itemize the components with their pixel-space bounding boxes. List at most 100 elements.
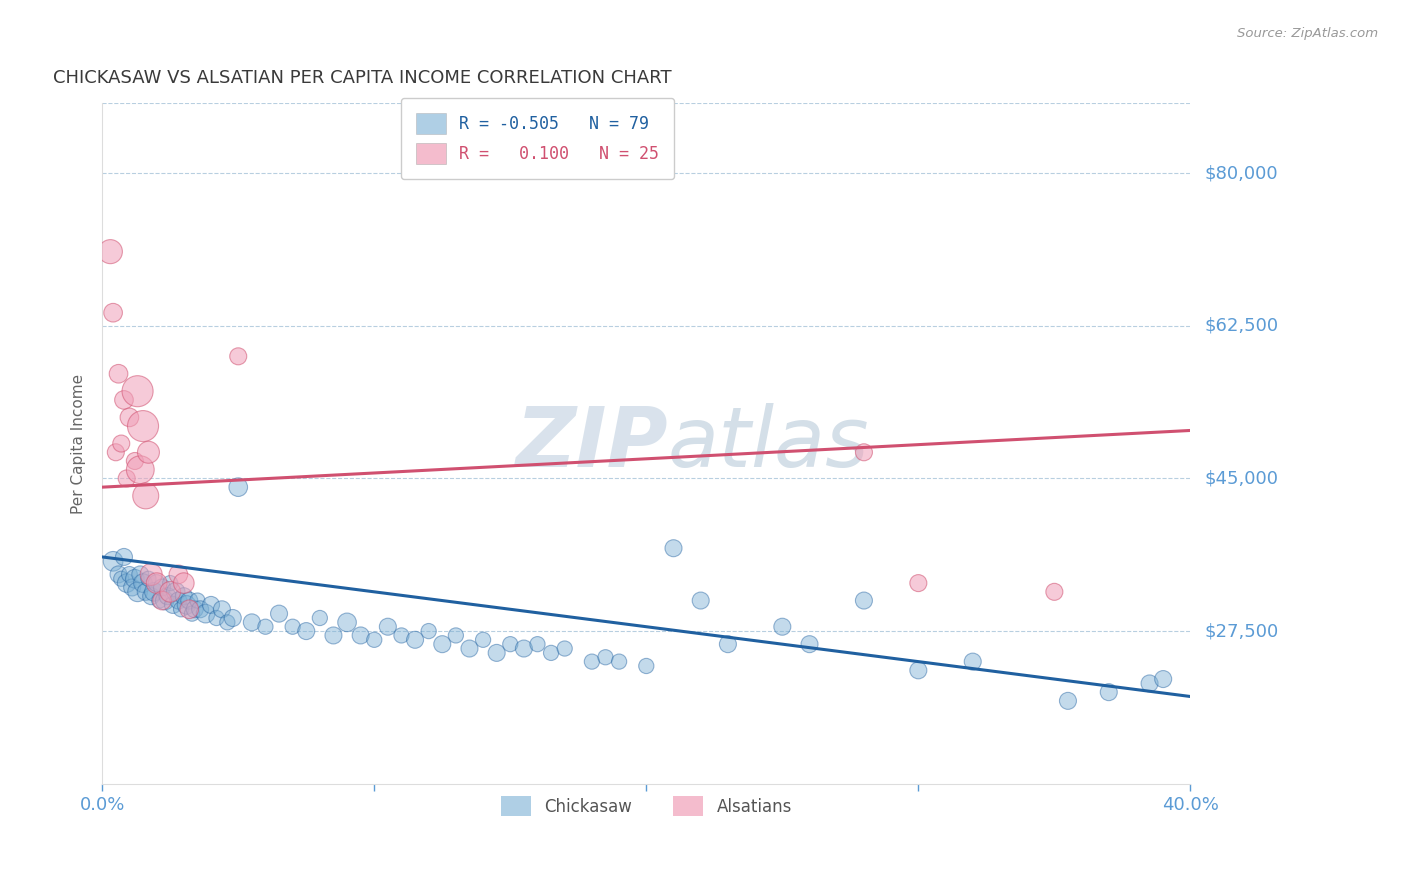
Point xyxy=(179,602,201,616)
Point xyxy=(217,615,239,630)
Point xyxy=(127,584,149,599)
Y-axis label: Per Capita Income: Per Capita Income xyxy=(72,374,86,514)
Point xyxy=(183,602,205,616)
Point xyxy=(391,628,413,642)
Point xyxy=(186,593,208,607)
Point xyxy=(689,593,711,607)
Point xyxy=(322,628,344,642)
Point xyxy=(607,655,630,669)
Point xyxy=(162,598,184,612)
Point xyxy=(100,244,122,259)
Point xyxy=(350,628,373,642)
Point xyxy=(205,611,228,625)
Point xyxy=(115,576,138,591)
Text: $45,000: $45,000 xyxy=(1205,469,1278,487)
Point xyxy=(118,410,141,425)
Point xyxy=(554,641,576,656)
Point xyxy=(962,655,984,669)
Point xyxy=(170,602,193,616)
Point xyxy=(444,628,467,642)
Point xyxy=(240,615,263,630)
Point xyxy=(101,554,124,568)
Point xyxy=(135,489,157,503)
Point xyxy=(115,471,138,485)
Point xyxy=(124,572,146,586)
Point xyxy=(132,576,155,591)
Point xyxy=(295,624,318,638)
Point xyxy=(799,637,821,651)
Point xyxy=(135,584,157,599)
Point xyxy=(200,598,222,612)
Point xyxy=(1043,584,1066,599)
Point xyxy=(222,611,245,625)
Legend: Chickasaw, Alsatians: Chickasaw, Alsatians xyxy=(494,789,799,823)
Point xyxy=(167,567,190,582)
Point xyxy=(226,349,249,363)
Point xyxy=(267,607,290,621)
Point xyxy=(129,567,152,582)
Point xyxy=(141,567,163,582)
Point xyxy=(145,576,167,591)
Point xyxy=(173,576,195,591)
Point xyxy=(107,367,129,381)
Point xyxy=(513,641,536,656)
Point xyxy=(138,445,160,459)
Point xyxy=(107,567,129,582)
Point xyxy=(121,581,143,595)
Point xyxy=(148,593,170,607)
Point xyxy=(167,593,190,607)
Text: atlas: atlas xyxy=(668,403,870,484)
Point xyxy=(110,572,132,586)
Point xyxy=(377,620,399,634)
Point xyxy=(159,584,181,599)
Point xyxy=(432,637,454,651)
Point xyxy=(581,655,603,669)
Point xyxy=(211,602,233,616)
Text: ZIP: ZIP xyxy=(516,403,668,484)
Text: $27,500: $27,500 xyxy=(1205,622,1278,640)
Point xyxy=(852,593,875,607)
Point xyxy=(717,637,740,651)
Point xyxy=(176,598,198,612)
Point xyxy=(129,463,152,477)
Point xyxy=(595,650,617,665)
Point xyxy=(127,384,149,399)
Point xyxy=(526,637,548,651)
Point xyxy=(1152,672,1174,686)
Point xyxy=(181,607,204,621)
Point xyxy=(281,620,304,634)
Point xyxy=(150,581,173,595)
Point xyxy=(770,620,793,634)
Point xyxy=(142,584,165,599)
Point xyxy=(472,632,495,647)
Point xyxy=(104,445,127,459)
Point xyxy=(499,637,522,651)
Point xyxy=(458,641,481,656)
Point xyxy=(159,576,181,591)
Point xyxy=(165,584,187,599)
Point xyxy=(194,607,217,621)
Point xyxy=(112,392,135,407)
Point xyxy=(662,541,685,556)
Point xyxy=(188,602,211,616)
Point xyxy=(308,611,330,625)
Point xyxy=(179,593,201,607)
Point xyxy=(124,454,146,468)
Point xyxy=(540,646,562,660)
Point xyxy=(852,445,875,459)
Point xyxy=(636,659,658,673)
Text: $80,000: $80,000 xyxy=(1205,164,1278,182)
Point xyxy=(153,593,176,607)
Point xyxy=(118,567,141,582)
Point xyxy=(1098,685,1121,699)
Text: Source: ZipAtlas.com: Source: ZipAtlas.com xyxy=(1237,27,1378,40)
Point xyxy=(150,593,173,607)
Point xyxy=(418,624,440,638)
Point xyxy=(173,589,195,603)
Point xyxy=(226,480,249,494)
Point xyxy=(404,632,426,647)
Point xyxy=(112,549,135,564)
Point xyxy=(145,576,167,591)
Point xyxy=(141,589,163,603)
Point xyxy=(132,419,155,434)
